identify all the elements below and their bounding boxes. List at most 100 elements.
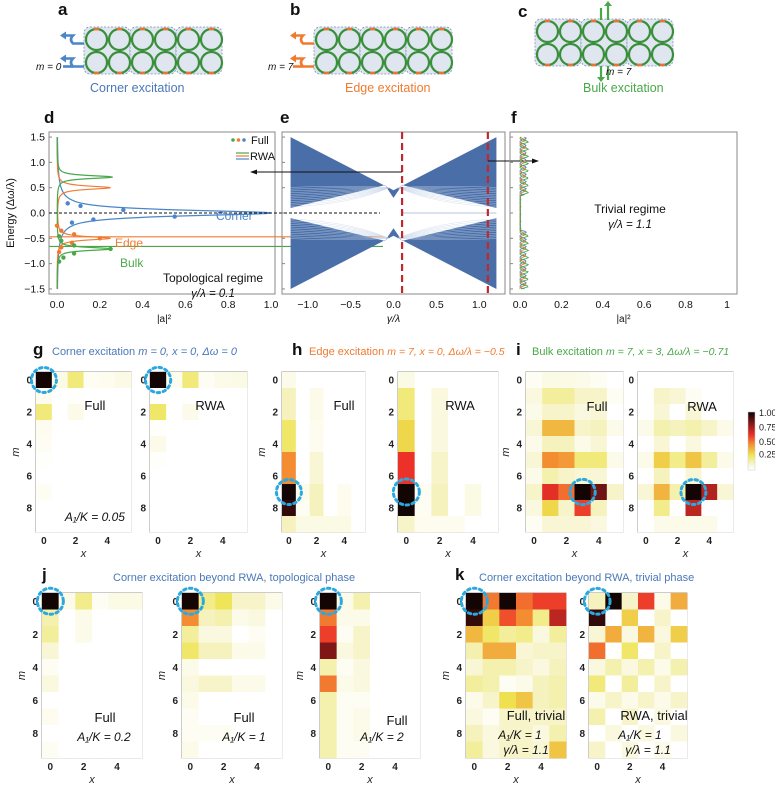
heatmap-cell bbox=[653, 516, 670, 533]
y-tick-label: 0 bbox=[310, 597, 316, 608]
heatmap-cell bbox=[150, 436, 167, 453]
heatmap-cell bbox=[125, 675, 143, 693]
heatmap-cell bbox=[309, 468, 324, 485]
band-line bbox=[397, 231, 497, 239]
heatmap-cell bbox=[182, 516, 199, 533]
x-tick-label: 0.2 bbox=[92, 299, 107, 311]
heatmap-cell bbox=[182, 420, 199, 437]
heatmap-cell bbox=[36, 500, 53, 517]
heatmap-cell bbox=[549, 675, 567, 693]
heatmap-cell bbox=[621, 692, 639, 709]
y-tick-label: 0 bbox=[272, 376, 278, 387]
heatmap-cell bbox=[282, 516, 297, 533]
heatmap-cell bbox=[295, 516, 310, 533]
heatmap-cell bbox=[448, 420, 465, 437]
x-tick-label: 0.6 bbox=[637, 299, 652, 311]
heatmap-cell bbox=[574, 420, 591, 437]
heatmap-cell bbox=[589, 642, 606, 660]
title-h: Edge excitation m = 7, x = 0, Δω/λ = −0.… bbox=[309, 346, 505, 358]
m-label-a: m = 0 bbox=[36, 62, 62, 73]
heatmap-cell bbox=[606, 468, 624, 485]
heatmap-cell bbox=[182, 692, 199, 709]
heatmap-cell bbox=[482, 692, 500, 709]
x-tick-label: 0 bbox=[594, 762, 600, 773]
data-point-bulk bbox=[56, 234, 62, 239]
heatmap-cell bbox=[669, 372, 686, 389]
heatmap-cell bbox=[370, 626, 387, 643]
x-tick-label: 2 bbox=[359, 762, 365, 773]
y-tick-label: 8 bbox=[26, 504, 32, 515]
band-line bbox=[290, 233, 390, 239]
heatmap-cell bbox=[669, 404, 686, 421]
annotation-regime: Topological regime bbox=[163, 271, 263, 285]
coupler-mark bbox=[117, 27, 122, 31]
heatmap-cell bbox=[150, 404, 167, 421]
heatmap-cell bbox=[36, 420, 53, 437]
heatmap-cell bbox=[337, 388, 352, 405]
heatmap-cell bbox=[685, 516, 702, 533]
annotation-gamma: γ/λ = 0.1 bbox=[191, 288, 235, 300]
unit-cell bbox=[405, 26, 453, 75]
annotation-corner: Corner bbox=[216, 209, 253, 223]
heatmap-cell bbox=[532, 609, 550, 627]
heatmap-cell bbox=[150, 516, 167, 533]
heatmap-cell bbox=[99, 484, 116, 501]
heatmap-cell bbox=[99, 436, 116, 453]
x-tick-label: 2 bbox=[437, 536, 443, 547]
heatmap-cell bbox=[323, 388, 338, 405]
heatmap-cell bbox=[654, 725, 671, 742]
heatmap-label: RWA bbox=[195, 398, 225, 413]
heatmap-cell bbox=[295, 468, 310, 485]
heatmap-cell bbox=[198, 609, 216, 627]
heatmap-cell bbox=[516, 675, 533, 693]
heatmap-cell bbox=[670, 626, 688, 643]
heatmap-cell bbox=[386, 593, 404, 610]
band-line bbox=[397, 187, 497, 199]
heatmap-cell bbox=[83, 388, 100, 405]
heatmap-cell bbox=[448, 516, 465, 533]
y-tick-label: −0.5 bbox=[24, 233, 45, 245]
y-tick-label: 2 bbox=[140, 408, 146, 419]
heatmap-cell bbox=[431, 452, 449, 469]
heatmap-cell bbox=[653, 452, 670, 469]
heatmap-cell bbox=[320, 725, 337, 742]
heatmap-cell bbox=[685, 404, 702, 421]
heatmap-cell bbox=[670, 725, 688, 742]
data-point-bulk bbox=[71, 243, 77, 248]
heatmap-label: Full bbox=[234, 710, 255, 725]
band-line bbox=[290, 187, 390, 201]
coupler-mark bbox=[186, 71, 191, 75]
heatmap-cell bbox=[323, 404, 338, 421]
y-tick-label: 2 bbox=[456, 630, 462, 641]
heatmap-cell bbox=[589, 659, 606, 676]
heatmap-cell bbox=[532, 659, 550, 676]
y-tick-label: 4 bbox=[140, 440, 146, 451]
heatmap-note: A₁/K = 1 bbox=[221, 730, 265, 744]
y-tick-label: 0 bbox=[579, 597, 585, 608]
y-tick-label: 8 bbox=[172, 729, 178, 740]
heatmap-cell bbox=[42, 741, 59, 759]
x-axis-label: |a|² bbox=[157, 314, 172, 325]
heatmap-cell bbox=[51, 452, 68, 469]
heatmap-cell bbox=[653, 484, 670, 501]
heatmap-cell bbox=[115, 516, 132, 533]
heatmap-cell bbox=[466, 659, 483, 676]
heatmap-cell bbox=[83, 484, 100, 501]
heatmap-cell bbox=[295, 404, 310, 421]
x-tick-label: 2 bbox=[627, 762, 633, 773]
coupler-mark bbox=[591, 63, 596, 67]
band-line bbox=[397, 187, 497, 206]
arrow-head bbox=[597, 77, 605, 82]
heatmap-cell bbox=[309, 436, 324, 453]
heatmap-cell bbox=[386, 642, 404, 660]
heatmap-cell bbox=[282, 436, 297, 453]
heatmap-cell bbox=[198, 675, 216, 693]
x-tick-label: 2 bbox=[221, 762, 227, 773]
heatmap-cell bbox=[605, 708, 622, 726]
heatmap-cell bbox=[115, 388, 132, 405]
heatmap-cell bbox=[701, 388, 718, 405]
heatmap-cell bbox=[125, 642, 143, 660]
heatmap-cell bbox=[323, 452, 338, 469]
heatmap-cell bbox=[558, 516, 575, 533]
heatmap-cell bbox=[481, 468, 499, 485]
